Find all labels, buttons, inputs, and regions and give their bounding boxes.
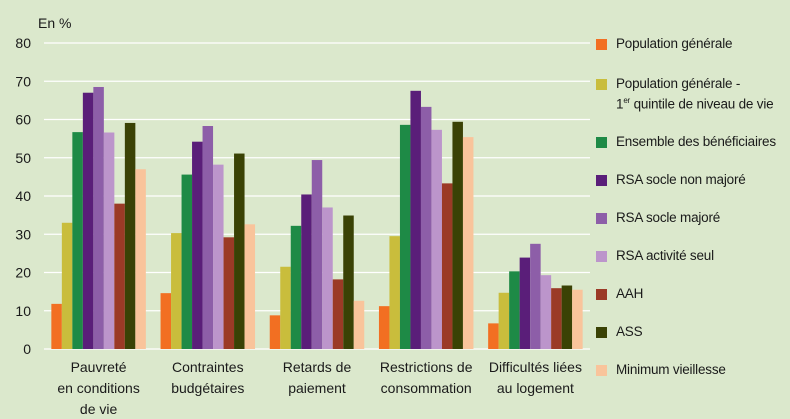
bar [244,224,256,349]
legend-label-line2: 1er quintile de niveau de vie [616,92,774,113]
x-tick-label: budgétaires [171,380,244,396]
x-axis-ticks: Pauvreté en conditions de vie Contraintes bu… [57,359,582,417]
bar [420,106,432,349]
x-tick-label: paiement [288,380,346,396]
bar [51,303,62,349]
y-tick-label: 40 [15,188,31,204]
legend-swatch [596,175,607,186]
legend-swatch [596,365,607,376]
legend-label: RSA socle majoré [616,210,721,225]
legend-label: RSA activité seul [616,248,714,263]
y-tick-label: 70 [15,73,31,89]
legend-swatch [596,137,607,148]
bar [399,124,411,349]
x-tick-label: Retards de [283,359,352,375]
bar [540,275,552,349]
bar [181,174,193,349]
y-tick-label: 50 [15,150,31,166]
y-tick-label: 0 [23,341,31,357]
legend-label: AAH [616,286,644,301]
bar [441,183,453,349]
x-tick-label: au logement [497,380,574,396]
x-tick-label: Restrictions de [380,359,473,375]
bar [171,233,182,349]
legend-label-line2-suffix: quintile de niveau de vie [630,96,774,112]
x-tick-label: consommation [381,380,472,396]
bar [431,129,442,349]
bar [551,288,562,349]
legend-swatch [596,251,607,262]
y-tick-label: 20 [15,265,31,281]
bar [509,271,520,349]
y-tick-label: 80 [15,35,31,51]
bar [114,203,125,349]
legend-label: Ensemble des bénéficiaires [616,134,776,149]
bar [332,279,344,349]
bar [93,86,104,350]
x-tick-label: Pauvreté [71,359,127,375]
legend-swatch [596,213,607,224]
bars [51,86,583,350]
bar [223,237,235,349]
bar [488,323,499,349]
legend-swatch [596,327,607,338]
bar [290,225,302,349]
bar [378,306,390,349]
x-tick-label: Contraintes [172,359,244,375]
bar [202,126,214,349]
bar [462,137,474,349]
x-tick-label: en conditions [57,380,140,396]
bar [343,215,354,349]
bar [561,285,573,349]
bar [234,153,245,349]
bar [72,132,83,349]
bar [103,132,115,349]
legend-label: Population générale [616,36,733,51]
bar [269,315,281,349]
x-tick-label: Difficultés liées [489,359,582,375]
y-axis-ticks: 0 10 20 30 40 50 60 70 80 [15,35,31,357]
bar [530,243,541,349]
bar [519,257,531,349]
legend-label: Minimum vieillesse [616,362,726,377]
bar [322,207,333,349]
bar [280,266,291,349]
legend-label: ASS [616,324,643,339]
bar [498,292,510,349]
bar [572,289,583,349]
y-tick-label: 10 [15,303,31,319]
legend-swatch [596,289,607,300]
bar [389,236,400,349]
bar [213,164,224,349]
legend-label: RSA socle non majoré [616,172,746,187]
bar [410,90,421,349]
legend-label: Population générale -1er quintile de niv… [616,76,774,113]
bar [311,160,323,349]
bar [452,121,463,349]
bar [135,169,146,349]
legend-label-line2-sup: er [623,96,631,105]
bar [301,194,312,349]
y-axis-label: En % [38,15,71,31]
y-tick-label: 30 [15,226,31,242]
legend-label-line2-prefix: 1 [616,96,624,112]
legend-swatch [596,39,607,50]
bar [124,122,136,349]
bar [82,92,94,349]
x-tick-label: de vie [80,401,118,417]
legend-swatch [596,79,607,90]
bar [353,300,365,349]
bar [192,141,203,349]
bar [61,222,73,349]
bar [160,293,172,349]
y-tick-label: 60 [15,112,31,128]
